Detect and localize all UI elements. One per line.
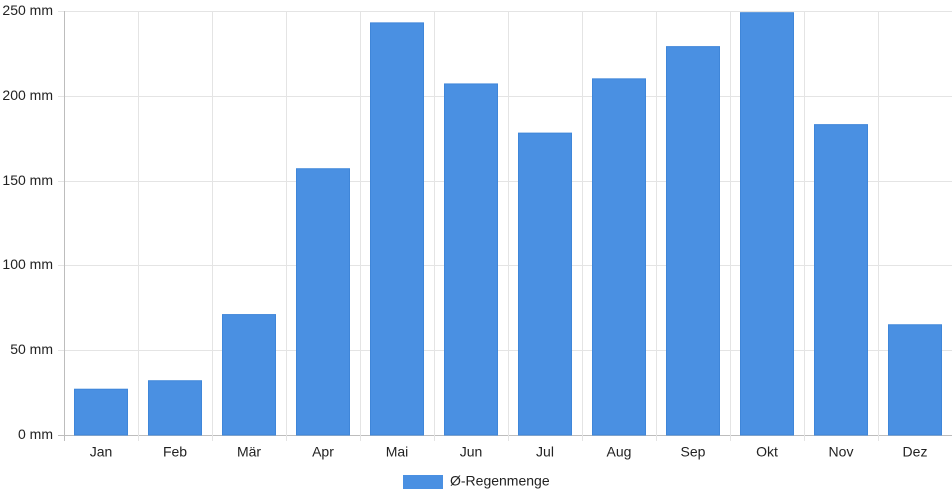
legend-label[interactable]: Ø-Regenmenge — [450, 473, 550, 489]
x-tick-label: Jun — [460, 444, 483, 460]
bar-aug[interactable] — [592, 78, 646, 436]
x-tick-label: Mai — [386, 444, 409, 460]
bar-jul[interactable] — [518, 132, 572, 436]
legend-swatch[interactable] — [403, 475, 443, 489]
y-axis: 0 mm 50 mm 100 mm 150 mm 200 mm 250 mm — [2, 2, 53, 442]
y-tick-label: 150 mm — [2, 172, 53, 188]
x-tick-label: Apr — [312, 444, 334, 460]
y-tick-label: 0 mm — [18, 426, 53, 442]
bar-nov[interactable] — [814, 124, 868, 436]
grid — [58, 11, 952, 441]
x-tick-label: Feb — [163, 444, 187, 460]
bar-okt[interactable] — [740, 12, 794, 436]
bar-mär[interactable] — [222, 314, 276, 436]
bar-apr[interactable] — [296, 168, 350, 436]
legend[interactable]: Ø-Regenmenge — [403, 473, 550, 489]
bar-feb[interactable] — [148, 380, 202, 436]
x-tick-label: Nov — [829, 444, 854, 460]
x-tick-label: Dez — [903, 444, 928, 460]
bar-jan[interactable] — [74, 388, 128, 436]
x-tick-label: Sep — [681, 444, 706, 460]
y-tick-label: 200 mm — [2, 87, 53, 103]
x-tick-label: Jul — [536, 444, 554, 460]
bar-series — [74, 12, 942, 436]
bar-sep[interactable] — [666, 46, 720, 436]
bar-mai[interactable] — [370, 22, 424, 436]
x-axis: Jan Feb Mär Apr Mai Jun Jul Aug Sep Okt Nov Dez — [90, 444, 928, 460]
x-tick-label: Aug — [607, 444, 632, 460]
y-tick-label: 100 mm — [2, 256, 53, 272]
bar-jun[interactable] — [444, 83, 498, 436]
y-tick-label: 50 mm — [10, 341, 53, 357]
x-tick-label: Mär — [237, 444, 261, 460]
x-tick-label: Jan — [90, 444, 113, 460]
y-tick-label: 250 mm — [2, 2, 53, 18]
bar-dez[interactable] — [888, 324, 942, 436]
x-tick-label: Okt — [756, 444, 778, 460]
